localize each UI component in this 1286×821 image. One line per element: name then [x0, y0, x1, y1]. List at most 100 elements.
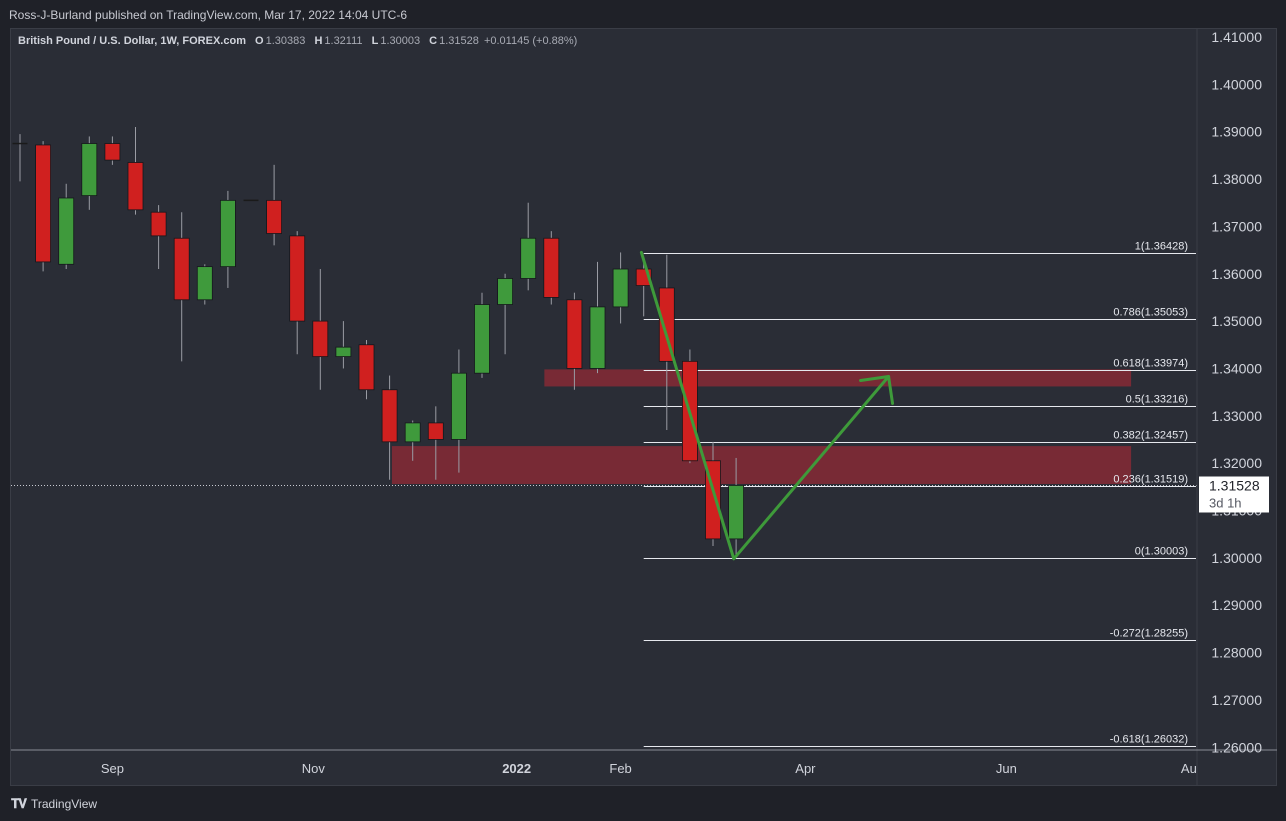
- candle-17: [404, 420, 421, 461]
- candle-body-17: [404, 422, 421, 443]
- x-tick-2: 2022: [502, 761, 531, 776]
- arrow-head: [859, 374, 895, 405]
- candle-body-1: [35, 144, 51, 263]
- candle-3: [81, 136, 98, 210]
- y-tick-4: 1.37000: [1211, 218, 1262, 234]
- fib-label-1: 0.786(1.35053): [1113, 307, 1188, 319]
- supply-demand-zones: [391, 369, 1132, 484]
- x-tick-3: Feb: [609, 761, 631, 776]
- candle-7: [173, 212, 190, 362]
- x-tick-6: Au: [1181, 761, 1197, 776]
- candle-body-2: [58, 197, 75, 265]
- candle-2: [58, 183, 75, 270]
- candle-8: [196, 264, 213, 305]
- fib-label-0: 1(1.36428): [1135, 241, 1188, 253]
- candle-0: [12, 134, 28, 182]
- tradingview-icon: 𝐓𝐕: [11, 796, 27, 811]
- last-price-value: 1.31528: [1209, 478, 1260, 494]
- y-tick-5: 1.36000: [1211, 266, 1262, 282]
- candle-body-8: [196, 266, 213, 301]
- candle-body-4: [104, 143, 121, 161]
- fib-label-3: 0.5(1.33216): [1126, 394, 1188, 406]
- publisher-info: Ross-J-Burland published on TradingView.…: [9, 8, 407, 22]
- candle-15: [358, 340, 375, 400]
- time-axis: Sep Nov 2022 Feb Apr Jun Au: [101, 761, 1197, 776]
- candle-18: [427, 406, 444, 480]
- candle-25: [589, 261, 606, 374]
- candle-23: [543, 231, 560, 305]
- close-value: 1.31528: [439, 35, 479, 47]
- y-tick-3: 1.38000: [1211, 171, 1262, 187]
- y-tick-12: 1.29000: [1211, 597, 1262, 613]
- candle-6: [150, 205, 167, 270]
- y-tick-8: 1.33000: [1211, 408, 1262, 424]
- brand-label: TradingView: [31, 797, 98, 811]
- candle-body-24: [566, 299, 583, 369]
- y-tick-14: 1.27000: [1211, 692, 1262, 708]
- projection-arrow: [639, 250, 895, 561]
- price-axis: 1.41000 1.40000 1.39000 1.38000 1.37000 1.360…: [11, 29, 1277, 786]
- candle-20: [474, 292, 490, 378]
- candle-19: [450, 349, 467, 473]
- candle-body-18: [427, 422, 444, 440]
- symbol-legend: British Pound / U.S. Dollar, 1W, FOREX.c…: [18, 35, 577, 47]
- candle-28: [658, 254, 675, 431]
- candle-body-5: [127, 162, 144, 211]
- candle-body-16: [381, 389, 398, 443]
- close-label: C: [429, 35, 438, 47]
- candle-body-11: [266, 199, 283, 234]
- y-tick-15: 1.26000: [1211, 739, 1262, 755]
- y-tick-11: 1.30000: [1211, 550, 1262, 566]
- x-tick-1: Nov: [302, 761, 326, 776]
- candle-body-7: [173, 237, 190, 301]
- zone-1: [391, 446, 1132, 484]
- candle-31: [728, 457, 744, 558]
- candle-13: [312, 269, 329, 390]
- candle-9: [219, 190, 236, 288]
- fib-label-7: -0.272(1.28255): [1110, 628, 1188, 640]
- candle-body-26: [612, 268, 629, 308]
- candle-5: [127, 126, 144, 215]
- candle-14: [335, 321, 352, 369]
- symbol-name: British Pound / U.S. Dollar, 1W, FOREX.c…: [18, 35, 246, 47]
- open-value: 1.30383: [265, 35, 306, 47]
- candle-body-14: [335, 346, 352, 358]
- candle-body-28: [658, 287, 675, 362]
- fib-label-8: -0.618(1.26032): [1110, 734, 1188, 746]
- candle-body-6: [150, 211, 167, 237]
- candle-16: [381, 375, 398, 480]
- y-tick-13: 1.28000: [1211, 645, 1262, 661]
- tradingview-logo[interactable]: 𝐓𝐕 TradingView: [11, 796, 97, 812]
- candle-29: [682, 349, 698, 464]
- low-value: 1.30003: [380, 35, 421, 47]
- candles: [12, 126, 744, 558]
- zone-0: [544, 369, 1132, 387]
- fib-label-5: 0.236(1.31519): [1113, 474, 1188, 486]
- candle-body-23: [543, 237, 560, 298]
- high-label: H: [314, 35, 323, 47]
- candle-body-21: [497, 278, 514, 305]
- candle-body-12: [289, 235, 306, 322]
- arrow-path: [639, 250, 891, 561]
- fib-label-4: 0.382(1.32457): [1113, 430, 1188, 442]
- candle-26: [612, 252, 629, 324]
- fib-retracement: 1(1.36428) 0.786(1.35053) 0.618(1.33974) 0.…: [11, 241, 1197, 747]
- candle-body-13: [312, 320, 329, 358]
- candle-body-19: [450, 372, 467, 440]
- footer-bar: [0, 786, 1286, 821]
- candle-22: [520, 202, 537, 291]
- last-price-countdown: 3d 1h: [1209, 496, 1242, 511]
- y-tick-7: 1.34000: [1211, 360, 1262, 376]
- candle-body-15: [358, 344, 375, 391]
- fib-label-2: 0.618(1.33974): [1113, 358, 1188, 370]
- fib-label-6: 0(1.30003): [1135, 546, 1188, 558]
- candle-1: [35, 141, 51, 272]
- candle-11: [266, 164, 283, 246]
- high-value: 1.32111: [324, 35, 363, 47]
- candle-21: [497, 273, 514, 355]
- open-label: O: [255, 35, 264, 47]
- x-tick-4: Apr: [795, 761, 816, 776]
- candle-body-3: [81, 143, 98, 197]
- candle-body-25: [589, 306, 606, 369]
